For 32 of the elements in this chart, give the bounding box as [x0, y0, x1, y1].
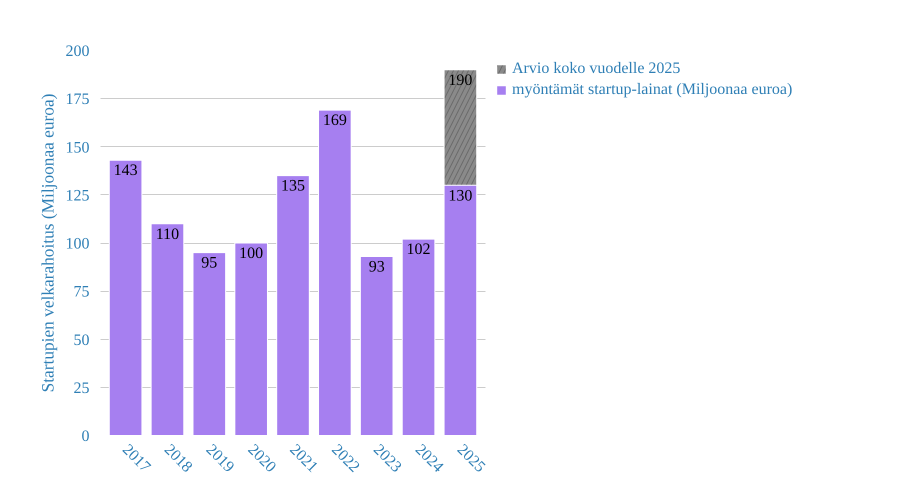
data-label: 93: [368, 258, 385, 276]
y-tick-label: 175: [66, 91, 90, 108]
y-tick-label: 150: [66, 139, 90, 156]
legend-label: Arvio koko vuodelle 2025: [512, 60, 680, 78]
data-label: 102: [406, 241, 431, 258]
y-tick-label: 50: [74, 332, 90, 349]
y-tick-label: 200: [66, 43, 90, 60]
bar: [402, 238, 436, 436]
bar: [318, 110, 352, 436]
bar: [192, 252, 226, 436]
data-label: 135: [281, 178, 305, 195]
data-label: 169: [322, 112, 347, 130]
bar: [108, 160, 142, 436]
data-label: 95: [201, 254, 218, 272]
y-tick-label: 0: [82, 428, 90, 445]
y-axis-title: Startupien velkarahoitus (Miljoonaa euroa): [38, 93, 58, 392]
bar: [360, 256, 394, 436]
data-label: 130: [448, 187, 472, 204]
data-label: 143: [114, 162, 138, 180]
x-tick-label: 2017: [118, 441, 154, 476]
bar: [150, 223, 184, 436]
data-label: 100: [239, 245, 264, 262]
y-tick-label: 100: [66, 236, 90, 252]
y-tick-label: 125: [66, 187, 90, 204]
bar: [276, 175, 310, 436]
x-tick-label: 2019: [202, 441, 238, 476]
bar: [234, 242, 268, 436]
y-tick-label: 75: [74, 284, 90, 301]
legend-label: myöntämät startup-lainat (Miljoonaa euroa): [512, 81, 792, 99]
data-label: 110: [156, 226, 180, 243]
data-label: 190: [448, 72, 472, 89]
y-tick-label: 25: [74, 380, 90, 397]
